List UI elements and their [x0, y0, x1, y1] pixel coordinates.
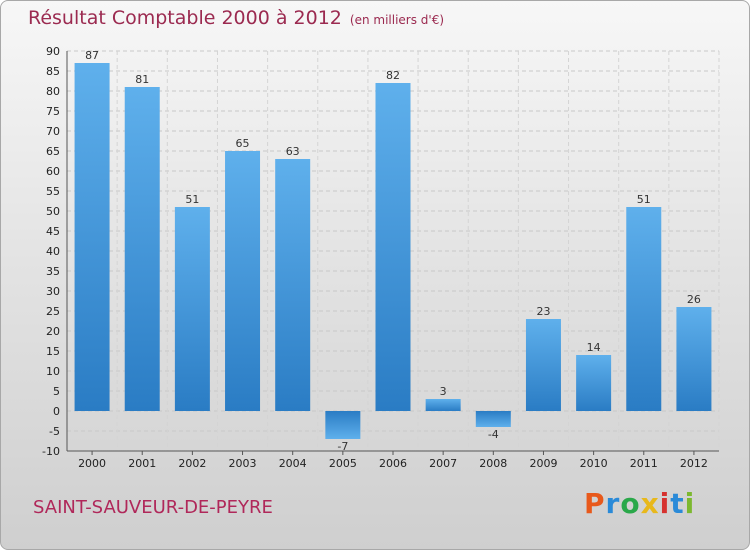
y-tick-label: 15 — [46, 345, 60, 358]
bar-2007 — [425, 399, 461, 411]
y-tick-label: -5 — [49, 425, 60, 438]
logo-letter: t — [670, 487, 685, 520]
value-label: 14 — [587, 341, 601, 354]
y-tick-label: 30 — [46, 285, 60, 298]
place-name: SAINT-SAUVEUR-DE-PEYRE — [33, 497, 273, 518]
x-tick-label: 2000 — [78, 457, 106, 470]
value-label: 26 — [687, 293, 701, 306]
y-tick-label: 10 — [46, 365, 60, 378]
logo-letter: i — [684, 487, 696, 520]
value-label: -4 — [488, 428, 499, 441]
bar-2009 — [525, 319, 561, 411]
y-tick-label: 35 — [46, 265, 60, 278]
y-tick-label: 70 — [46, 125, 60, 138]
y-tick-label: 55 — [46, 185, 60, 198]
value-label: 51 — [185, 193, 199, 206]
value-label: 65 — [236, 137, 250, 150]
value-label: 82 — [386, 69, 400, 82]
value-labels: 87 81 51 65 63 -7 82 3 -4 23 14 51 26 — [85, 49, 701, 453]
value-label: 3 — [440, 385, 447, 398]
bar-2002 — [174, 207, 210, 411]
chart-title: Résultat Comptable 2000 à 2012 (en millie… — [28, 7, 444, 29]
y-tick-label: 5 — [53, 385, 60, 398]
x-tick-label: 2001 — [128, 457, 156, 470]
y-tick-label: 20 — [46, 325, 60, 338]
x-tick-label: 2012 — [680, 457, 708, 470]
bar-2010 — [576, 355, 612, 411]
bars-group — [74, 63, 712, 439]
bar-2011 — [626, 207, 662, 411]
y-tick-labels: -10 -5 0 5 10 15 20 25 30 35 40 45 50 55 60 65 70 75 80 85 9… — [42, 45, 60, 458]
bar-2006 — [375, 83, 411, 411]
logo-letter: r — [605, 487, 621, 520]
y-tick-label: 50 — [46, 205, 60, 218]
value-label: 23 — [536, 305, 550, 318]
x-tick-label: 2009 — [529, 457, 557, 470]
y-tick-label: 75 — [46, 105, 60, 118]
x-tick-label: 2011 — [630, 457, 658, 470]
y-tick-label: -10 — [42, 445, 60, 458]
x-tick-label: 2006 — [379, 457, 407, 470]
value-label: 87 — [85, 49, 99, 62]
y-tick-label: 60 — [46, 165, 60, 178]
y-tick-label: 85 — [46, 65, 60, 78]
value-label: 63 — [286, 145, 300, 158]
x-tick-labels: 2000 2001 2002 2003 2004 2005 2006 2007 2008 2009… — [78, 451, 708, 470]
proxiti-logo: Proxiti — [584, 487, 695, 520]
value-label: 51 — [637, 193, 651, 206]
y-tick-label: 80 — [46, 85, 60, 98]
chart-title-text: Résultat Comptable 2000 à 2012 — [28, 7, 342, 29]
bar-2005 — [325, 411, 361, 439]
y-tick-label: 45 — [46, 225, 60, 238]
value-label: -7 — [337, 440, 348, 453]
bar-2012 — [676, 307, 712, 411]
bar-2008 — [475, 411, 511, 427]
y-tick-label: 0 — [53, 405, 60, 418]
y-tick-label: 90 — [46, 45, 60, 58]
value-label: 81 — [135, 73, 149, 86]
bar-2003 — [225, 151, 261, 411]
logo-letter: x — [640, 487, 660, 520]
logo-letter: i — [659, 487, 671, 520]
x-tick-label: 2007 — [429, 457, 457, 470]
x-tick-label: 2004 — [279, 457, 307, 470]
y-tick-label: 40 — [46, 245, 60, 258]
bar-2001 — [124, 87, 160, 411]
x-tick-label: 2003 — [229, 457, 257, 470]
x-tick-label: 2002 — [178, 457, 206, 470]
logo-letter: o — [620, 487, 641, 520]
logo-letter: P — [584, 487, 606, 520]
y-tick-label: 65 — [46, 145, 60, 158]
bar-2004 — [275, 159, 311, 411]
bar-2000 — [74, 63, 110, 411]
x-tick-label: 2008 — [479, 457, 507, 470]
x-tick-label: 2005 — [329, 457, 357, 470]
y-tick-label: 25 — [46, 305, 60, 318]
chart-subtitle: (en milliers d'€) — [349, 13, 445, 27]
x-tick-label: 2010 — [580, 457, 608, 470]
